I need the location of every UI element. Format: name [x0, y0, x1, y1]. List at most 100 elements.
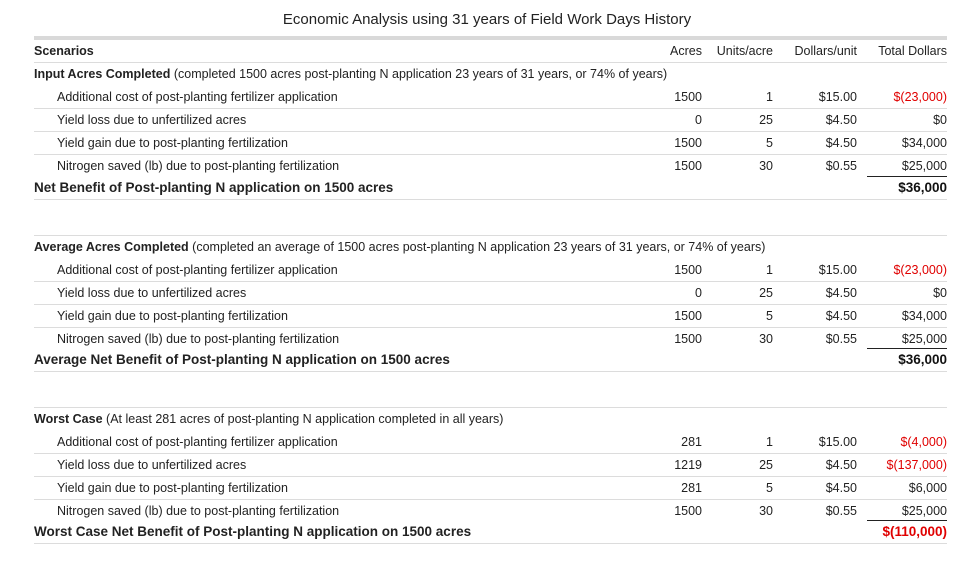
net-benefit-label: Average Net Benefit of Post-planting N a… — [34, 352, 450, 367]
row-units: 30 — [759, 504, 773, 518]
row-total: $6,000 — [908, 481, 947, 495]
row-acres: 1500 — [674, 504, 702, 518]
total-underline — [867, 348, 947, 349]
total-underline — [867, 176, 947, 177]
header-acres: Acres — [670, 44, 702, 58]
table-row: Nitrogen saved (lb) due to post-planting… — [34, 328, 947, 350]
row-acres: 0 — [695, 286, 702, 300]
row-units: 5 — [766, 481, 773, 495]
row-total: $34,000 — [901, 309, 947, 323]
row-dollars-per-unit: $4.50 — [825, 136, 857, 150]
row-units: 1 — [766, 435, 773, 449]
row-units: 25 — [759, 286, 773, 300]
row-units: 1 — [766, 90, 773, 104]
net-benefit-label: Net Benefit of Post-planting N applicati… — [34, 180, 394, 195]
section-heading: Average Acres Completed (completed an av… — [34, 236, 947, 258]
row-units: 25 — [759, 113, 773, 127]
row-acres: 1500 — [674, 159, 702, 173]
row-acres: 281 — [681, 435, 702, 449]
row-total: $(137,000) — [886, 458, 947, 472]
row-dollars-per-unit: $4.50 — [825, 113, 857, 127]
table-row: Nitrogen saved (lb) due to post-planting… — [34, 155, 947, 177]
row-acres: 1500 — [674, 136, 702, 150]
row-acres: 1500 — [674, 309, 702, 323]
table-row: Yield gain due to post-planting fertiliz… — [34, 477, 947, 500]
row-dollars-per-unit: $15.00 — [818, 90, 857, 104]
row-label: Yield gain due to post-planting fertiliz… — [57, 481, 288, 495]
row-label: Nitrogen saved (lb) due to post-planting… — [57, 159, 340, 173]
row-units: 30 — [759, 332, 773, 346]
header-bar — [34, 36, 947, 40]
row-label: Yield gain due to post-planting fertiliz… — [57, 309, 288, 323]
table-row: Nitrogen saved (lb) due to post-planting… — [34, 500, 947, 522]
net-benefit-total: $(110,000) — [882, 524, 947, 539]
section-note: (completed 1500 acres post-planting N ap… — [173, 67, 668, 81]
row-dollars-per-unit: $4.50 — [825, 458, 857, 472]
row-units: 5 — [766, 136, 773, 150]
row-label: Additional cost of post-planting fertili… — [57, 90, 338, 104]
table-row: Yield loss due to unfertilized acres 121… — [34, 454, 947, 477]
total-underline — [867, 520, 947, 521]
row-acres: 0 — [695, 113, 702, 127]
divider — [34, 407, 947, 408]
row-total: $25,000 — [901, 159, 947, 173]
row-dollars-per-unit: $0.55 — [825, 332, 857, 346]
net-benefit-row: Average Net Benefit of Post-planting N a… — [34, 348, 947, 372]
row-total: $0 — [933, 286, 947, 300]
section-title: Worst Case — [34, 412, 103, 426]
row-acres: 281 — [681, 481, 702, 495]
net-benefit-row: Net Benefit of Post-planting N applicati… — [34, 176, 947, 200]
table-row: Additional cost of post-planting fertili… — [34, 86, 947, 109]
row-dollars-per-unit: $4.50 — [825, 286, 857, 300]
row-total: $(23,000) — [893, 90, 947, 104]
table-row: Yield gain due to post-planting fertiliz… — [34, 132, 947, 155]
row-acres: 1500 — [674, 263, 702, 277]
row-label: Yield loss due to unfertilized acres — [57, 113, 247, 127]
row-label: Yield gain due to post-planting fertiliz… — [57, 136, 288, 150]
net-benefit-row: Worst Case Net Benefit of Post-planting … — [34, 520, 947, 544]
row-total: $34,000 — [901, 136, 947, 150]
header-units-per-acre: Units/acre — [716, 44, 773, 58]
section-title: Input Acres Completed — [34, 67, 171, 81]
row-acres: 1219 — [674, 458, 702, 472]
table-row: Yield loss due to unfertilized acres 0 2… — [34, 109, 947, 132]
header-total-dollars: Total Dollars — [878, 44, 947, 58]
net-benefit-total: $36,000 — [898, 352, 947, 367]
table-row: Yield gain due to post-planting fertiliz… — [34, 305, 947, 328]
row-total: $25,000 — [901, 332, 947, 346]
header-scenarios: Scenarios — [34, 44, 94, 58]
column-header-row: Scenarios Acres Units/acre Dollars/unit … — [34, 40, 947, 62]
row-dollars-per-unit: $0.55 — [825, 504, 857, 518]
row-dollars-per-unit: $0.55 — [825, 159, 857, 173]
section-note: (At least 281 acres of post-planting N a… — [106, 412, 504, 426]
row-acres: 1500 — [674, 332, 702, 346]
row-total: $25,000 — [901, 504, 947, 518]
page-title: Economic Analysis using 31 years of Fiel… — [282, 11, 692, 28]
row-units: 5 — [766, 309, 773, 323]
row-label: Yield loss due to unfertilized acres — [57, 458, 247, 472]
section-note: (completed an average of 1500 acres post… — [192, 240, 766, 254]
row-dollars-per-unit: $4.50 — [825, 309, 857, 323]
row-total: $0 — [933, 113, 947, 127]
row-total: $(23,000) — [893, 263, 947, 277]
row-units: 25 — [759, 458, 773, 472]
row-units: 30 — [759, 159, 773, 173]
section-heading: Input Acres Completed (completed 1500 ac… — [34, 63, 947, 85]
row-total: $(4,000) — [900, 435, 947, 449]
row-label: Nitrogen saved (lb) due to post-planting… — [57, 504, 340, 518]
divider — [34, 235, 947, 236]
table-row: Yield loss due to unfertilized acres 0 2… — [34, 282, 947, 305]
divider — [34, 62, 947, 63]
row-label: Nitrogen saved (lb) due to post-planting… — [57, 332, 340, 346]
row-acres: 1500 — [674, 90, 702, 104]
section-heading: Worst Case (At least 281 acres of post-p… — [34, 408, 947, 430]
row-dollars-per-unit: $15.00 — [818, 435, 857, 449]
header-dollars-per-unit: Dollars/unit — [794, 44, 857, 58]
row-label: Additional cost of post-planting fertili… — [57, 435, 338, 449]
row-units: 1 — [766, 263, 773, 277]
section-title: Average Acres Completed — [34, 240, 189, 254]
row-dollars-per-unit: $15.00 — [818, 263, 857, 277]
net-benefit-label: Worst Case Net Benefit of Post-planting … — [34, 524, 472, 539]
row-label: Yield loss due to unfertilized acres — [57, 286, 247, 300]
net-benefit-total: $36,000 — [898, 180, 947, 195]
